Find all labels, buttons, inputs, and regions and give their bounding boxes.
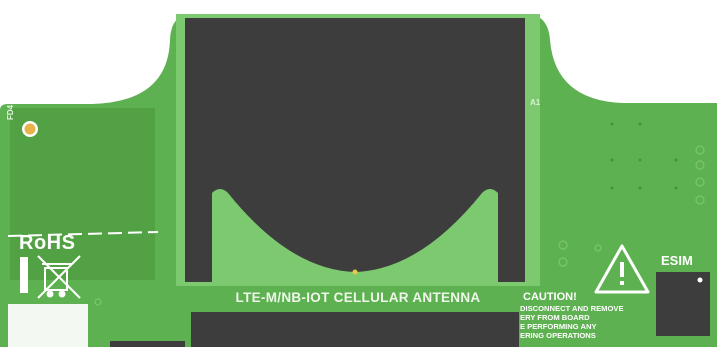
weee-crossed-bin-icon	[37, 255, 81, 299]
caution-title: CAUTION!	[523, 291, 577, 303]
caution-line: DISCONNECT AND REMOVE	[520, 304, 624, 313]
caution-line: ERY FROM BOARD	[520, 313, 590, 322]
antenna-u-shape	[212, 189, 498, 282]
silkscreen-dashed-line	[7, 231, 159, 237]
esim-label: ESIM	[661, 253, 693, 268]
fiducial-ref-label: FD4	[6, 104, 15, 120]
caution-line: ERING OPERATIONS	[520, 331, 596, 340]
esim-chip	[656, 272, 710, 336]
bottom-connector	[191, 312, 519, 347]
left-panel	[10, 108, 155, 280]
caution-line: E PERFORMING ANY	[520, 322, 597, 331]
rohs-label: RoHS	[19, 232, 76, 254]
antenna-label: LTE-M/NB-IOT CELLULAR ANTENNA	[235, 290, 481, 305]
warning-triangle-icon	[594, 244, 650, 294]
white-pad	[8, 304, 88, 347]
vias	[94, 145, 705, 306]
rohs-bar	[20, 257, 28, 293]
antenna-feed-dot	[352, 269, 358, 275]
antenna-ref-label: A1	[530, 98, 541, 107]
